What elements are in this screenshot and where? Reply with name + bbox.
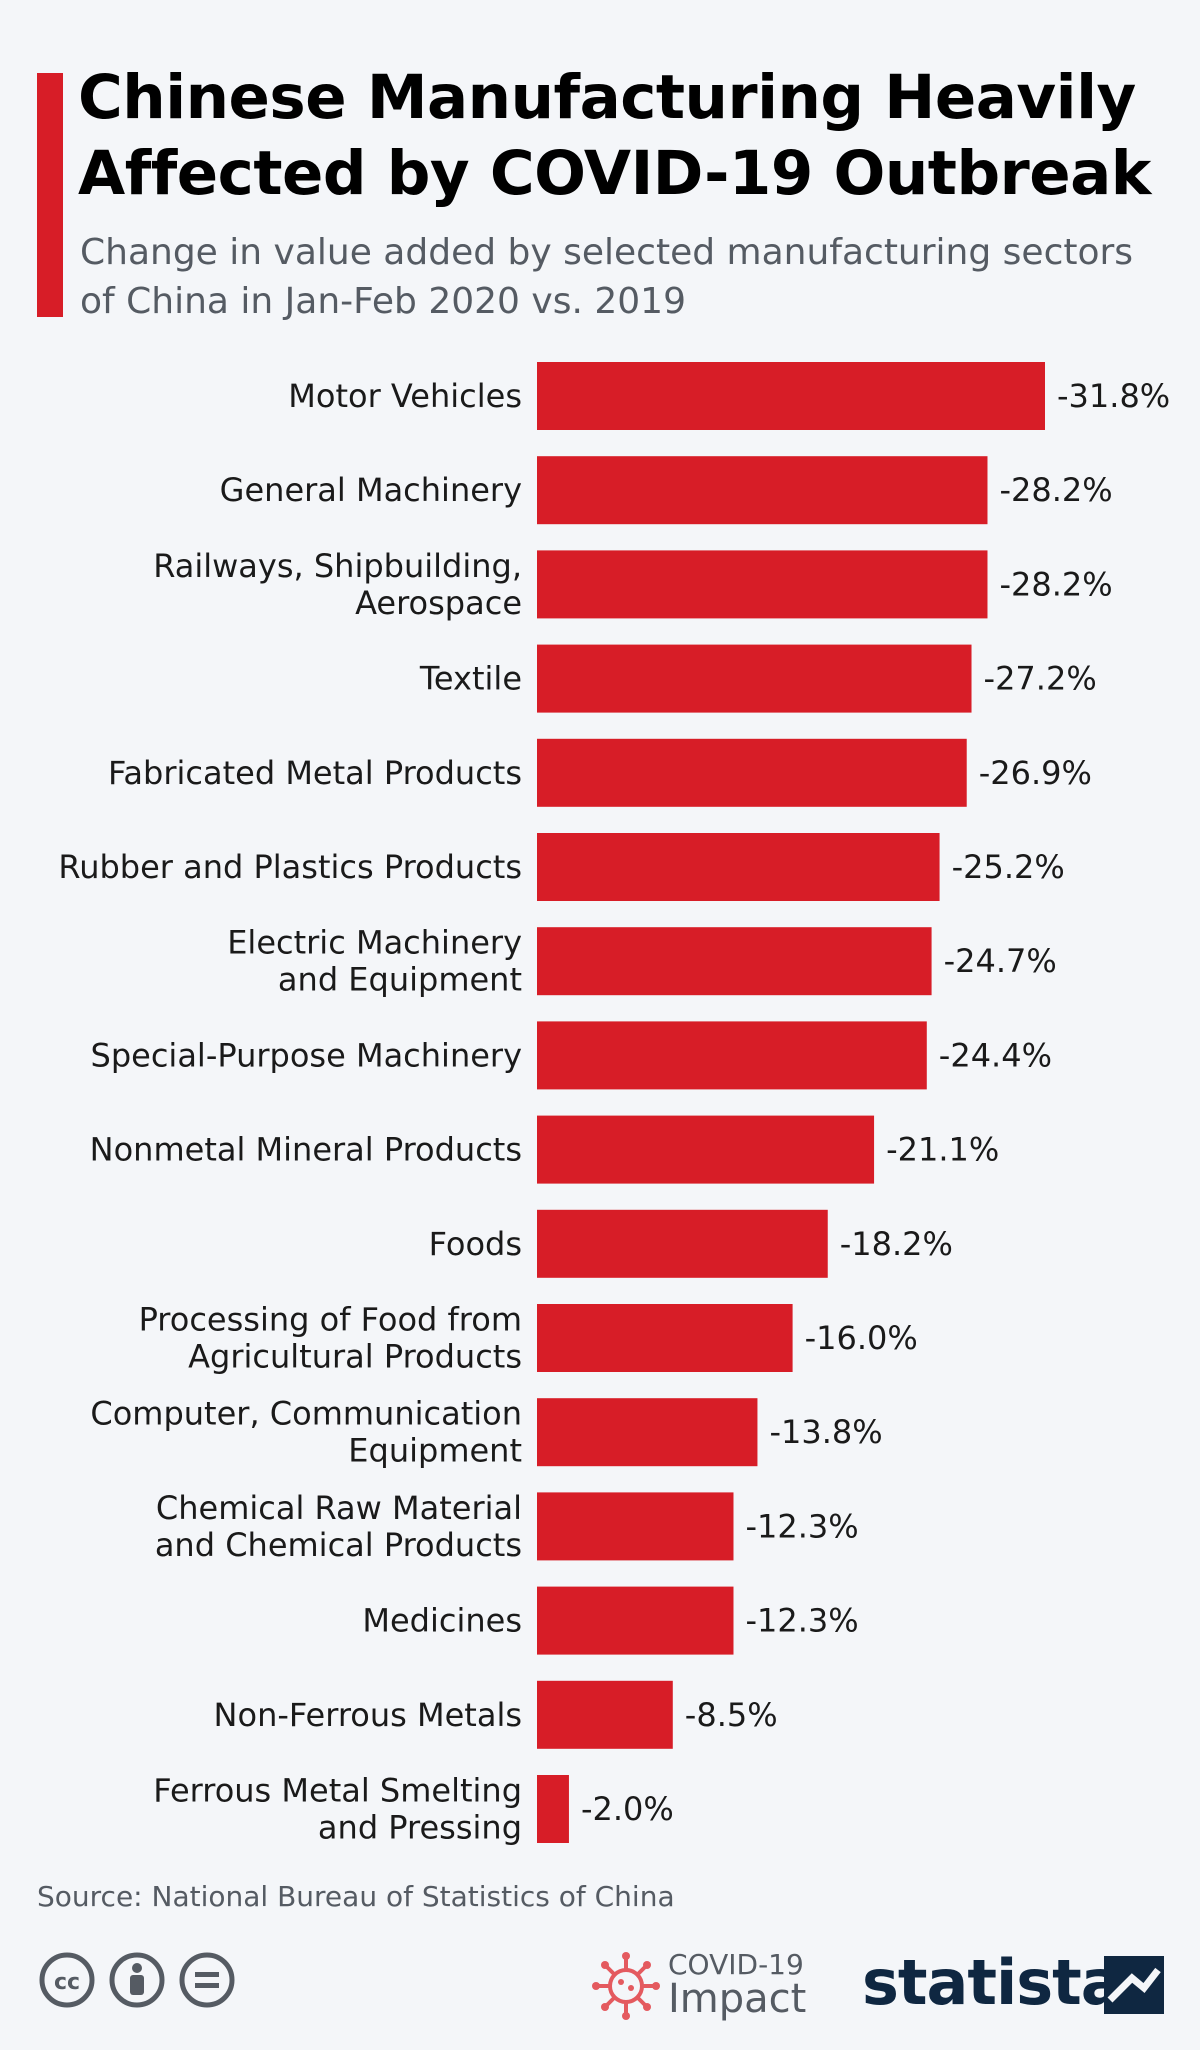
value-label: -24.7% xyxy=(944,942,1057,980)
category-label: Fabricated Metal Products xyxy=(108,754,522,792)
title-accent-bar xyxy=(37,73,63,317)
category-label: Nonmetal Mineral Products xyxy=(90,1131,522,1169)
category-label: Medicines xyxy=(362,1602,522,1640)
category-label: Railways, Shipbuilding, Aerospace xyxy=(153,547,522,622)
category-label: Rubber and Plastics Products xyxy=(58,848,522,886)
chart-title: Chinese Manufacturing Heavily Affected b… xyxy=(78,62,1151,209)
chart-subtitle: Change in value added by selected manufa… xyxy=(80,232,1134,322)
value-label: -27.2% xyxy=(984,660,1097,698)
statista-logo-mark xyxy=(1104,1956,1164,2014)
no-derivatives-icon[interactable] xyxy=(179,1952,235,2008)
bar xyxy=(537,644,972,713)
svg-text:cc: cc xyxy=(54,1970,80,1995)
value-label: -25.2% xyxy=(952,848,1065,886)
bar xyxy=(537,833,940,901)
bar xyxy=(537,456,988,525)
value-label: -24.4% xyxy=(939,1036,1052,1074)
value-label: -12.3% xyxy=(745,1602,858,1640)
source-note: Source: National Bureau of Statistics of… xyxy=(37,1880,675,1913)
bar xyxy=(537,1680,673,1749)
value-label: -18.2% xyxy=(840,1225,953,1263)
category-label: Foods xyxy=(429,1225,522,1263)
value-label: -28.2% xyxy=(999,471,1112,509)
bar xyxy=(537,1775,569,1843)
value-label: -21.1% xyxy=(886,1131,999,1169)
value-label: -12.3% xyxy=(745,1507,858,1545)
category-label: Motor Vehicles xyxy=(288,377,522,415)
license-icons[interactable]: cc xyxy=(37,1950,247,2010)
value-label: -28.2% xyxy=(999,565,1112,603)
category-label: Special-Purpose Machinery xyxy=(91,1036,522,1074)
bar xyxy=(537,1115,875,1184)
attribution-icon[interactable] xyxy=(109,1952,165,2008)
bar-chart: -31.8% Motor Vehicles -28.2% General Machin… xyxy=(58,362,1170,1847)
value-label: -31.8% xyxy=(1057,377,1170,415)
virus-icon xyxy=(592,1952,660,2020)
bar xyxy=(537,1209,828,1278)
bar xyxy=(537,1586,734,1655)
category-label: Non-Ferrous Metals xyxy=(214,1696,522,1734)
category-label: Processing of Food from Agricultural Prod… xyxy=(139,1301,522,1376)
category-label: Textile xyxy=(419,660,522,698)
covid-badge-line1: COVID-19 xyxy=(668,1948,804,1981)
category-label: Electric Machinery and Equipment xyxy=(227,924,522,999)
value-label: -2.0% xyxy=(581,1790,674,1828)
bar xyxy=(537,550,988,619)
bar xyxy=(537,1021,927,1090)
value-label: -8.5% xyxy=(685,1696,778,1734)
category-label: General Machinery xyxy=(220,471,522,509)
value-label: -26.9% xyxy=(979,754,1092,792)
bar xyxy=(537,927,932,996)
creative-commons-icon[interactable]: cc xyxy=(39,1952,95,2008)
category-label: Chemical Raw Material and Chemical Produc… xyxy=(155,1489,522,1564)
bar xyxy=(537,738,967,807)
bar xyxy=(537,362,1045,430)
bar xyxy=(537,1492,734,1561)
statista-logo[interactable]: statista xyxy=(862,1946,1123,2019)
bar xyxy=(537,1398,758,1467)
covid-badge-line2: Impact xyxy=(668,1976,807,2022)
value-label: -16.0% xyxy=(805,1319,918,1357)
value-label: -13.8% xyxy=(769,1413,882,1451)
category-label: Ferrous Metal Smelting and Pressing xyxy=(153,1772,522,1847)
category-label: Computer, Communication Equipment xyxy=(90,1395,522,1470)
bar xyxy=(537,1304,793,1372)
